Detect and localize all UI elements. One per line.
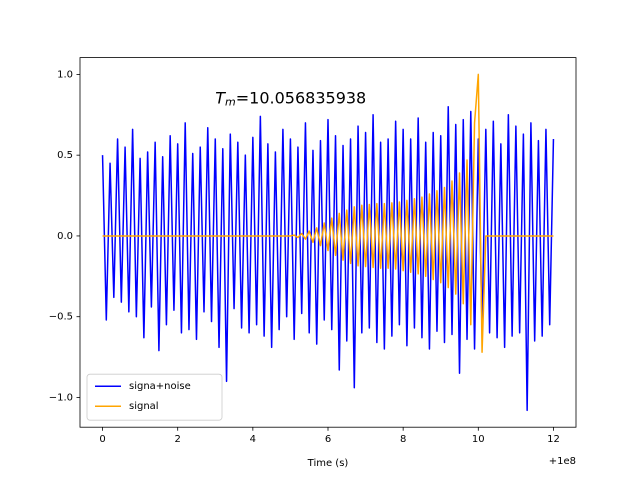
y-tick-label: 0.0 xyxy=(57,231,73,242)
x-tick-label: 2 xyxy=(175,434,181,445)
y-tick-label: 1.0 xyxy=(57,69,73,80)
x-tick-label: 4 xyxy=(250,434,256,445)
annotation: Tm=10.056835938 xyxy=(215,88,366,109)
x-tick-label: 8 xyxy=(400,434,406,445)
annotation-subscript: m xyxy=(225,96,236,109)
x-tick-label: 0 xyxy=(99,434,105,445)
series-line xyxy=(101,105,555,412)
x-offset-label: +1e8 xyxy=(549,456,576,467)
x-axis-label: Time (s) xyxy=(307,458,349,469)
x-tick-label: 12 xyxy=(547,434,560,445)
legend-label: signal xyxy=(129,401,159,412)
x-tick-label: 6 xyxy=(325,434,331,445)
y-tick-label: 0.5 xyxy=(57,150,73,161)
series-line xyxy=(102,73,554,353)
legend-label: signa+noise xyxy=(129,381,191,392)
annotation-symbol: T xyxy=(215,88,226,107)
y-tick-label: −1.0 xyxy=(49,392,73,403)
plot-area xyxy=(101,73,555,412)
x-tick-label: 10 xyxy=(472,434,485,445)
annotation-text: =10.056835938 xyxy=(236,88,366,107)
y-tick-label: −0.5 xyxy=(49,312,73,323)
